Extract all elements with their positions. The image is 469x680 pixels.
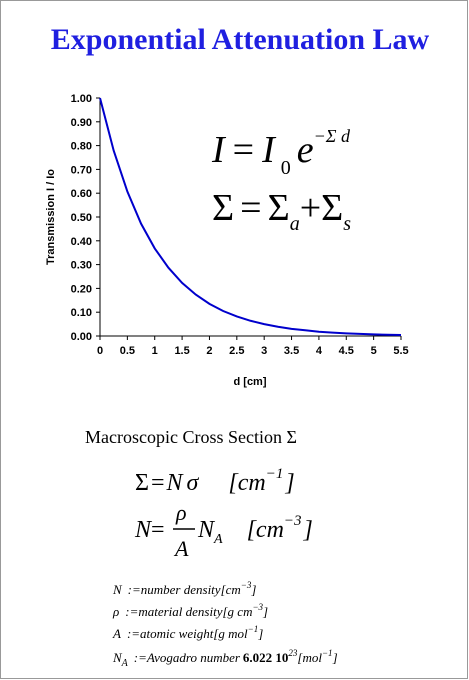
x-tick-label: 4: [316, 345, 323, 357]
x-axis-label: d [cm]: [234, 376, 267, 388]
symbol: =: [151, 470, 165, 496]
term: [g mol: [213, 626, 248, 641]
superscript: −3: [252, 602, 263, 612]
y-axis-label: Transmission I / Io: [45, 169, 57, 265]
y-tick-label: 1.00: [71, 93, 92, 105]
definitions: N:=number density[cm−3]ρ:=material densi…: [112, 580, 338, 669]
x-tick-label: 2.5: [229, 345, 244, 357]
symbol: N: [197, 517, 216, 543]
formula: N=: [134, 517, 165, 543]
term: ]: [332, 650, 338, 665]
y-tick-label: 0.60: [71, 188, 92, 200]
subscript: s: [343, 213, 351, 235]
term: ρ: [112, 604, 119, 619]
symbol: Σ: [268, 187, 290, 229]
term: ]: [250, 582, 256, 597]
formula: NA [cm−3]: [197, 513, 313, 547]
term: :=atomic weight: [127, 626, 214, 641]
denominator: A: [173, 536, 189, 561]
symbol: =: [240, 187, 261, 229]
y-tick-label: 0.80: [71, 141, 92, 153]
term: :=number density: [128, 582, 221, 597]
symbol: Σ: [212, 187, 234, 229]
superscript: 23: [288, 648, 298, 658]
unit: [cm: [228, 470, 265, 496]
x-tick-label: 3: [261, 345, 267, 357]
term: :=Avogadro number: [134, 650, 241, 665]
x-tick-label: 0.5: [120, 345, 135, 357]
definition: A :=atomic weight[g mol−1]: [112, 624, 263, 641]
term: [cm: [221, 582, 241, 597]
definition: N :=number density[cm−3]: [112, 580, 256, 597]
x-tick-label: 5: [371, 345, 377, 357]
section-heading: Macroscopic Cross Section Σ: [85, 427, 297, 447]
superscript: −3: [284, 513, 302, 529]
term: :=material density: [125, 604, 222, 619]
definition: NA :=Avogadro number 6.022 1023[mol−1]: [112, 648, 338, 669]
y-tick-label: 0.70: [71, 164, 92, 176]
definition: ρ :=material density[g cm−3]: [112, 602, 268, 619]
unit: ]: [303, 517, 313, 543]
numerator: ρ: [175, 500, 187, 525]
symbol: N: [134, 517, 153, 543]
symbol: I: [211, 129, 227, 171]
formula: Σ=N σ [cm−1]: [135, 466, 295, 496]
term: ]: [257, 626, 263, 641]
x-tick-label: 4.5: [339, 345, 354, 357]
chart-title: Exponential Attenuation Law: [51, 23, 430, 56]
x-tick-label: 0: [97, 345, 103, 357]
term: 6.022 10: [243, 650, 289, 665]
y-tick-label: 0.10: [71, 307, 92, 319]
unit: [cm: [247, 517, 284, 543]
symbol: I: [261, 129, 277, 171]
subscript: a: [290, 213, 300, 235]
x-tick-label: 3.5: [284, 345, 299, 357]
superscript: −1: [266, 466, 284, 482]
y-tick-label: 0.20: [71, 283, 92, 295]
term: N: [112, 650, 123, 665]
x-tick-label: 1.5: [174, 345, 189, 357]
x-tick-label: 2: [206, 345, 212, 357]
x-tick-label: 1: [152, 345, 158, 357]
symbol: σ: [187, 470, 200, 496]
subscript: A: [121, 658, 129, 669]
symbol: e: [297, 129, 314, 171]
y-tick-label: 0.40: [71, 236, 92, 248]
symbol: +: [300, 187, 321, 229]
term: N: [112, 582, 123, 597]
term: ]: [262, 604, 268, 619]
subscript: 0: [281, 157, 291, 179]
symbol: =: [233, 129, 254, 171]
symbol: N: [166, 470, 185, 496]
symbol: Σ: [321, 187, 343, 229]
y-tick-label: 0.50: [71, 212, 92, 224]
y-tick-label: 0.90: [71, 117, 92, 129]
y-tick-label: 0.30: [71, 260, 92, 272]
term: [mol: [297, 650, 322, 665]
x-tick-label: 5.5: [393, 345, 408, 357]
subscript: A: [213, 532, 223, 547]
symbol: Σ: [135, 470, 149, 496]
superscript: −1: [322, 648, 333, 658]
plot: 0.000.100.200.300.400.500.600.700.800.90…: [71, 93, 409, 357]
symbol: =: [151, 517, 165, 543]
superscript: −3: [241, 580, 252, 590]
data-line: [99, 97, 402, 337]
superscript: −1: [248, 624, 259, 634]
formula: Σ = Σa+Σs: [212, 187, 351, 235]
y-tick-label: 0.00: [71, 331, 92, 343]
formula: I = I 0 e−Σ d: [211, 126, 351, 179]
term: [g cm: [222, 604, 252, 619]
unit: ]: [284, 470, 294, 496]
term: A: [112, 626, 121, 641]
superscript: −Σ d: [314, 126, 351, 146]
